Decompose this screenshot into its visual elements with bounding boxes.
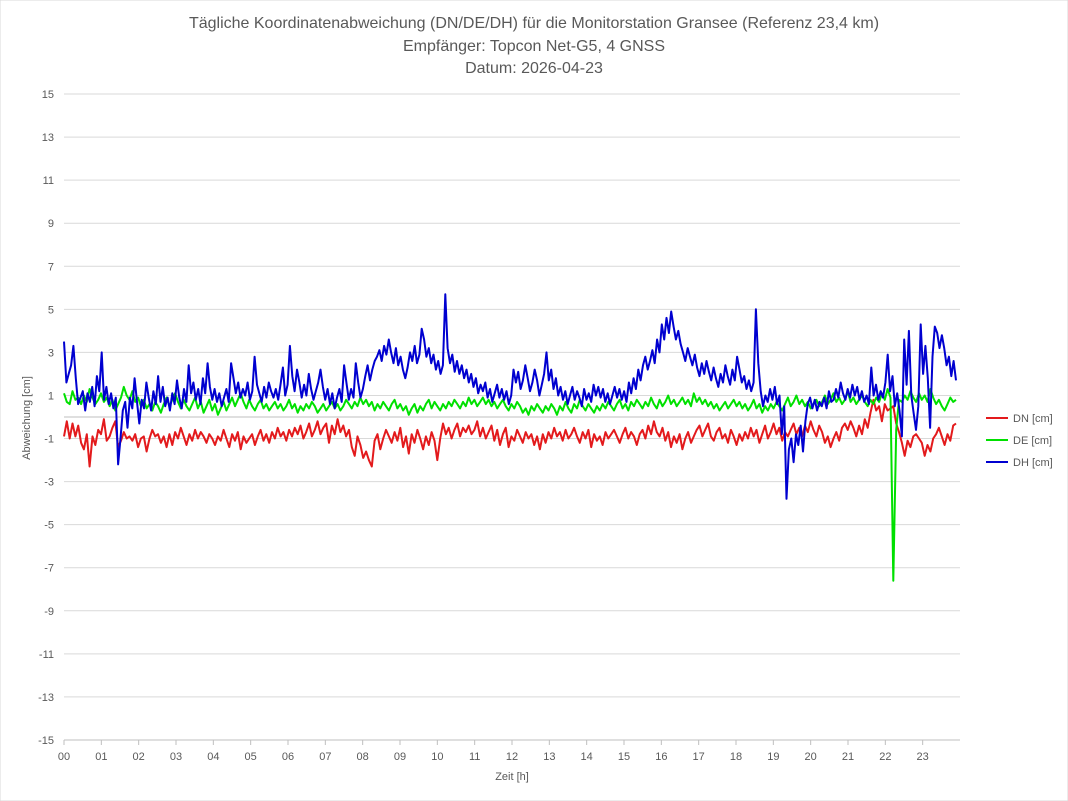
legend-label-de: DE [cm] (1013, 435, 1052, 447)
y-tick-label: -3 (44, 477, 54, 489)
x-tick-label: 03 (170, 751, 182, 763)
y-tick-label: -9 (44, 606, 54, 618)
x-tick-label: 04 (207, 751, 219, 763)
chart-subtitle: Empfänger: Topcon Net-G5, 4 GNSS (403, 38, 665, 55)
x-tick-label: 10 (431, 751, 443, 763)
x-tick-label: 08 (357, 751, 369, 763)
x-tick-label: 06 (282, 751, 294, 763)
y-tick-label: -13 (38, 692, 54, 704)
x-tick-label: 07 (319, 751, 331, 763)
x-tick-label: 11 (469, 751, 480, 763)
x-axis-title: Zeit [h] (495, 771, 529, 783)
x-tick-label: 21 (842, 751, 854, 763)
chart-date: Datum: 2026-04-23 (465, 60, 603, 77)
legend: DN [cm] DE [cm] DH [cm] (986, 413, 1053, 469)
legend-label-dh: DH [cm] (1013, 457, 1053, 469)
x-tick-label: 12 (506, 751, 518, 763)
x-tick-label: 23 (917, 751, 929, 763)
y-tick-label: 15 (42, 89, 54, 101)
x-tick-label: 00 (58, 751, 70, 763)
x-tick-label: 02 (133, 751, 145, 763)
y-tick-label: 7 (48, 261, 54, 273)
y-tick-label: 1 (48, 390, 54, 402)
y-axis-title: Abweichung [cm] (21, 376, 33, 460)
x-tick-label: 20 (805, 751, 817, 763)
y-tick-label: 5 (48, 304, 54, 316)
x-tick-label: 15 (618, 751, 630, 763)
x-tick-label: 16 (655, 751, 667, 763)
axis-layer: 15 13 11 9 7 5 3 1 -1 -3 -5 -7 -9 -11 -13 -15 00 01 02 03 04… (38, 89, 960, 763)
x-tick-label: 18 (730, 751, 742, 763)
y-tick-label: 3 (48, 347, 54, 359)
series-line-dn (63, 398, 957, 468)
x-tick-label: 09 (394, 751, 406, 763)
series-layer (63, 293, 957, 582)
y-tick-label: -7 (44, 563, 54, 575)
y-tick-label: -11 (39, 649, 54, 661)
y-tick-label: 11 (43, 175, 54, 187)
y-tick-label: -15 (38, 735, 54, 747)
x-tick-label: 17 (693, 751, 705, 763)
x-tick-label: 22 (879, 751, 891, 763)
series-line-dh (63, 293, 957, 500)
x-tick-label: 05 (245, 751, 257, 763)
x-tick-label: 01 (95, 751, 107, 763)
x-tick-label: 14 (581, 751, 593, 763)
legend-label-dn: DN [cm] (1013, 413, 1053, 425)
y-tick-label: 13 (42, 132, 54, 144)
y-tick-label: -1 (44, 434, 54, 446)
y-tick-label: 9 (48, 218, 54, 230)
x-tick-label: 19 (767, 751, 779, 763)
x-tick-label: 13 (543, 751, 555, 763)
y-tick-label: -5 (44, 520, 54, 532)
chart-title: Tägliche Koordinatenabweichung (DN/DE/DH… (189, 15, 879, 32)
